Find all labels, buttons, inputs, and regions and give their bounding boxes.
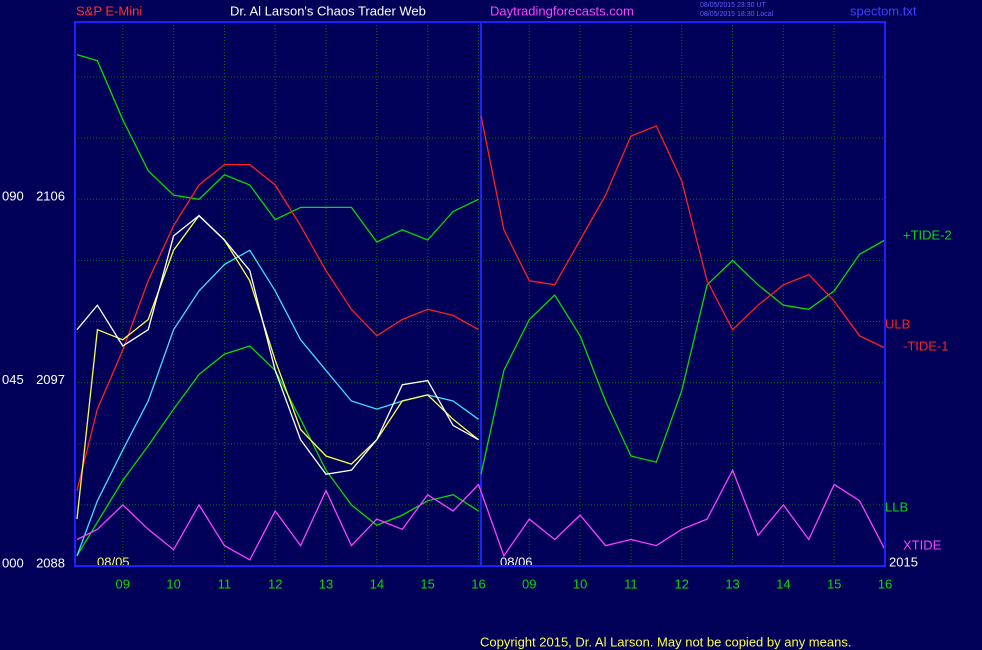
x-tick-label: 13	[319, 576, 333, 591]
x-tick-label: 14	[776, 576, 790, 591]
line-series	[76, 163, 479, 491]
y2-tick-label: 045	[2, 372, 24, 387]
y-tick-label: 2097	[36, 372, 65, 387]
x-tick-label: 15	[420, 576, 434, 591]
x-tick-label: 09	[116, 576, 130, 591]
x-tick-label: 09	[522, 576, 536, 591]
x-tick-label: 12	[268, 576, 282, 591]
x-tick-label: 13	[725, 576, 739, 591]
line-series	[76, 214, 479, 520]
line-series	[76, 53, 479, 243]
series-label: ULB	[885, 316, 910, 331]
x-tick-label: 11	[624, 576, 638, 591]
year-label: 2015	[889, 554, 918, 569]
file-name: spectom.txt	[850, 3, 917, 18]
line-series	[480, 239, 886, 475]
y-tick-label: 2106	[36, 189, 65, 204]
series-label: -TIDE-1	[903, 338, 949, 353]
header-left: S&P E-Mini	[76, 3, 142, 18]
series-label: LLB	[885, 499, 908, 514]
header-site: Daytradingforecasts.com	[490, 3, 634, 18]
timestamp-ut: 08/05/2015 23:30 UT	[700, 2, 766, 9]
date-label: 08/06	[500, 554, 533, 569]
header-title: Dr. Al Larson's Chaos Trader Web	[230, 3, 426, 18]
x-tick-label: 16	[471, 576, 485, 591]
x-tick-label: 10	[166, 576, 180, 591]
x-tick-label: 15	[827, 576, 841, 591]
y2-tick-label: 000	[2, 555, 24, 570]
plot-frame	[74, 21, 886, 567]
line-series	[480, 115, 886, 349]
x-tick-label: 14	[370, 576, 384, 591]
series-label: XTIDE	[903, 537, 942, 552]
date-label: 08/05	[97, 554, 130, 569]
timestamp-local: 08/05/2015 18:30 Local	[700, 11, 774, 18]
x-tick-label: 12	[675, 576, 689, 591]
x-tick-label: 16	[878, 576, 892, 591]
line-series	[76, 214, 479, 476]
series-label: +TIDE-2	[903, 227, 952, 242]
copyright: Copyright 2015, Dr. Al Larson. May not b…	[480, 634, 851, 649]
line-series	[76, 468, 886, 561]
x-tick-label: 11	[218, 576, 232, 591]
x-tick-label: 10	[573, 576, 587, 591]
y-tick-label: 2088	[36, 555, 65, 570]
y2-tick-label: 090	[2, 188, 24, 203]
